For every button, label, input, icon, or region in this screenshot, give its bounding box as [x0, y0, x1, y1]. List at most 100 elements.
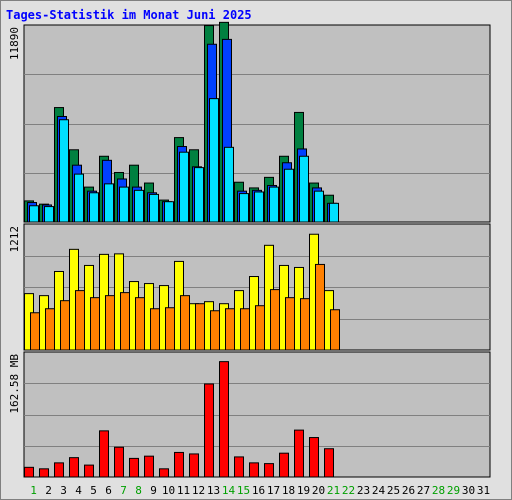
x-label-day-7: 7	[120, 484, 127, 497]
bar-volumen-16	[249, 462, 259, 478]
bar-volumen-13	[204, 383, 214, 478]
chart-title: Tages-Statistik im Monat Juni 2025	[6, 8, 252, 22]
bar-seiten-14	[224, 146, 234, 223]
bar-rechner-20	[315, 263, 325, 351]
x-label-day-22: 22	[342, 484, 355, 497]
x-axis-labels: 1 2 3 4 5 6 7 8 9 10 11 12 13 14 15 16 17 18 19 20 21 22 23 24 2…	[30, 484, 490, 497]
bar-volumen-6	[99, 430, 109, 478]
bar-seiten-5	[89, 192, 99, 223]
bar-seiten-9	[149, 193, 159, 223]
x-label-day-20: 20	[312, 484, 325, 497]
x-label-day-23: 23	[357, 484, 370, 497]
bar-rechner-15	[240, 308, 250, 351]
x-label-day-1: 1	[30, 484, 37, 497]
bar-volumen-4	[69, 457, 79, 478]
x-label-day-3: 3	[60, 484, 67, 497]
bar-seiten-1	[29, 205, 39, 223]
panel-1: 11890	[8, 21, 491, 223]
x-label-day-6: 6	[105, 484, 112, 497]
bar-volumen-17	[264, 463, 274, 478]
bar-rechner-5	[90, 297, 100, 351]
bar-volumen-12	[189, 453, 199, 478]
bar-rechner-21	[330, 309, 340, 351]
bar-seiten-21	[329, 202, 339, 223]
bar-volumen-18	[279, 452, 289, 478]
bar-seiten-17	[269, 186, 279, 223]
bar-seiten-19	[299, 155, 309, 223]
bar-rechner-17	[270, 289, 280, 351]
bar-seiten-20	[314, 190, 324, 223]
bar-volumen-7	[114, 446, 124, 478]
bar-rechner-16	[255, 305, 265, 351]
x-label-day-24: 24	[372, 484, 386, 497]
bar-volumen-19	[294, 429, 304, 478]
bar-volumen-8	[129, 457, 139, 478]
bar-rechner-8	[135, 297, 145, 351]
bar-volumen-2	[39, 468, 49, 478]
y-max-label: 1212	[8, 226, 21, 253]
bar-seiten-4	[74, 173, 84, 223]
x-label-day-11: 11	[177, 484, 190, 497]
x-label-day-8: 8	[135, 484, 142, 497]
bar-volumen-10	[159, 468, 169, 478]
bar-seiten-11	[179, 151, 189, 223]
bar-seiten-2	[44, 206, 54, 223]
bar-volumen-20	[309, 437, 319, 478]
bar-rechner-10	[165, 307, 175, 351]
x-label-day-29: 29	[447, 484, 460, 497]
x-label-day-14: 14	[222, 484, 236, 497]
bar-volumen-21	[324, 448, 334, 478]
x-label-day-12: 12	[192, 484, 205, 497]
x-label-day-25: 25	[387, 484, 400, 497]
x-label-day-26: 26	[402, 484, 415, 497]
bar-rechner-2	[45, 308, 55, 351]
x-label-day-28: 28	[432, 484, 445, 497]
bar-volumen-1	[24, 466, 34, 478]
bar-seiten-8	[134, 189, 144, 223]
bar-seiten-16	[254, 191, 264, 223]
x-label-day-4: 4	[75, 484, 82, 497]
bar-seiten-6	[104, 183, 114, 223]
bar-volumen-3	[54, 462, 64, 478]
y-max-label: 11890	[8, 27, 21, 60]
x-label-day-5: 5	[90, 484, 97, 497]
bar-rechner-1	[30, 312, 40, 351]
bar-rechner-3	[60, 300, 70, 351]
bar-seiten-12	[194, 167, 204, 223]
plot-area	[23, 351, 491, 478]
bar-rechner-14	[225, 308, 235, 351]
bar-rechner-7	[120, 292, 130, 351]
bar-volumen-15	[234, 456, 244, 478]
x-label-day-15: 15	[237, 484, 250, 497]
panel-3: 162.58 MB	[8, 351, 491, 478]
bar-seiten-13	[209, 98, 219, 223]
bar-rechner-4	[75, 290, 85, 351]
x-label-day-21: 21	[327, 484, 340, 497]
x-label-day-27: 27	[417, 484, 430, 497]
bar-rechner-13	[210, 310, 220, 351]
x-label-day-2: 2	[45, 484, 52, 497]
x-label-day-31: 31	[477, 484, 490, 497]
bar-seiten-15	[239, 193, 249, 223]
bar-seiten-3	[59, 119, 69, 223]
x-label-day-13: 13	[207, 484, 220, 497]
x-label-day-9: 9	[150, 484, 157, 497]
bar-volumen-14	[219, 361, 229, 478]
bar-seiten-18	[284, 168, 294, 223]
x-label-day-18: 18	[282, 484, 295, 497]
panel-2: 1212	[8, 223, 491, 351]
bar-rechner-18	[285, 297, 295, 351]
x-label-day-30: 30	[462, 484, 475, 497]
x-label-day-19: 19	[297, 484, 310, 497]
bar-rechner-11	[180, 295, 190, 351]
bar-volumen-9	[144, 455, 154, 478]
y-max-label: 162.58 MB	[8, 354, 21, 414]
bar-volumen-11	[174, 451, 184, 478]
bar-rechner-12	[195, 303, 205, 351]
x-label-day-17: 17	[267, 484, 280, 497]
x-label-day-10: 10	[162, 484, 175, 497]
bar-rechner-19	[300, 298, 310, 351]
bar-rechner-6	[105, 295, 115, 351]
bar-rechner-9	[150, 308, 160, 351]
